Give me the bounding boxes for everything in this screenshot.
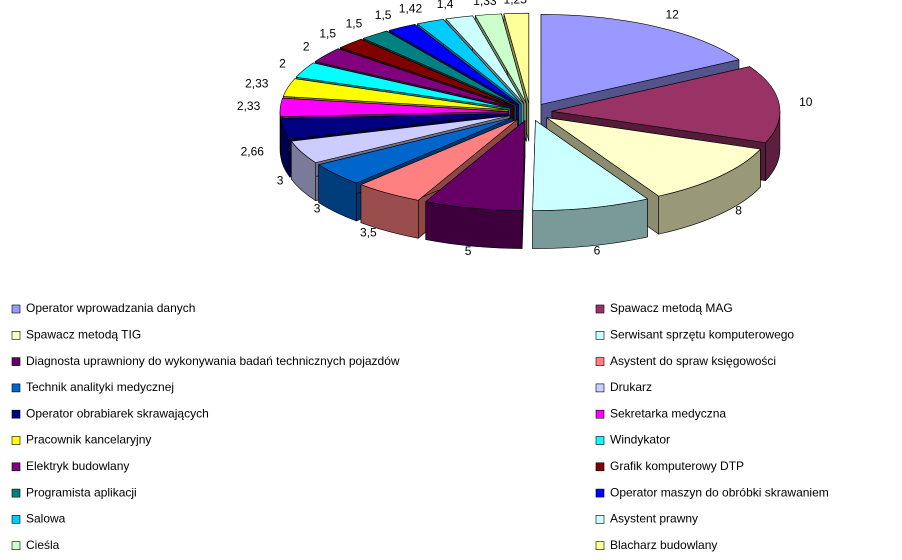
legend-swatch (595, 357, 605, 366)
slice (551, 66, 781, 143)
legend-label: Cieśla (26, 538, 60, 552)
data-label: 1,5 (346, 16, 363, 30)
legend-label: Serwisant sprzętu komputerowego (610, 327, 794, 341)
data-label: 10 (799, 95, 813, 109)
slice (360, 118, 518, 201)
legend-swatch (11, 515, 21, 524)
data-label: 2,33 (245, 76, 269, 90)
data-label: 3 (314, 201, 321, 215)
data-label: 1,33 (473, 0, 497, 8)
legend-swatch (11, 462, 21, 472)
slice-group (425, 120, 526, 249)
legend-label: Pracownik kancelaryjny (26, 433, 151, 447)
legend-swatch (11, 357, 21, 366)
data-label: 2 (279, 56, 286, 70)
legend-label: Spawacz metodą TIG (26, 327, 141, 341)
legend-label: Spawacz metodą MAG (610, 301, 733, 315)
legend-swatch (595, 488, 605, 498)
legend-swatch (11, 409, 21, 419)
slice (340, 38, 515, 107)
data-label: 6 (594, 243, 601, 257)
legend-swatch (595, 462, 605, 472)
slice (425, 120, 526, 211)
legend-label: Salowa (26, 512, 66, 526)
legend-swatch (11, 304, 21, 314)
slice-group (532, 120, 648, 249)
legend-label: Sekretarka medyczna (610, 406, 726, 420)
data-label: 12 (665, 7, 679, 21)
legend-label: Operator obrabiarek skrawających (26, 406, 209, 420)
legend-swatch (595, 515, 605, 524)
legend-label: Technik analityki medycznej (26, 380, 174, 394)
data-label: 2,33 (237, 99, 261, 113)
legend-label: Asystent prawny (610, 512, 698, 526)
slice (540, 14, 740, 105)
data-label: 3 (277, 174, 284, 188)
legend-swatch (11, 436, 21, 445)
data-label: 1,4 (437, 0, 454, 11)
slice (388, 24, 520, 105)
legend-label: Elektryk budowlany (26, 459, 129, 473)
data-label: 2 (303, 39, 310, 53)
data-label: 1,5 (375, 8, 392, 22)
legend-swatch (11, 488, 21, 498)
legend-swatch (11, 330, 21, 340)
legend-label: Operator wprowadzania danych (26, 301, 195, 315)
legend-swatch (11, 541, 21, 551)
slice (282, 78, 509, 111)
slice (503, 12, 530, 104)
pie (279, 12, 781, 249)
slice (362, 30, 517, 106)
data-label: 1,5 (319, 26, 336, 40)
legend-swatch (11, 383, 21, 393)
data-label: 1,25 (504, 0, 528, 6)
data-label: 5 (465, 244, 472, 258)
slice (318, 117, 514, 184)
legend-swatch (595, 383, 605, 393)
legend-label: Grafik komputerowy DTP (610, 459, 744, 473)
slice (314, 48, 513, 108)
slice (279, 97, 509, 117)
legend-swatch (595, 541, 605, 551)
legend-label: Asystent do spraw księgowości (610, 354, 776, 368)
data-label: 1,42 (399, 1, 423, 15)
data-label: 3,5 (360, 225, 377, 239)
slice (280, 113, 509, 140)
legend-swatch (595, 436, 605, 445)
slice (291, 115, 511, 164)
legend-label: Diagnosta uprawniony do wykonywania bada… (26, 354, 400, 368)
data-label: 8 (735, 204, 742, 218)
legend-swatch (595, 409, 605, 419)
slice (532, 120, 648, 211)
legend-label: Drukarz (610, 380, 652, 394)
slice (546, 117, 761, 197)
slice (417, 19, 522, 105)
slice (295, 62, 511, 109)
legend-label: Blacharz budowlany (610, 538, 717, 552)
legend-label: Programista aplikacji (26, 485, 137, 499)
legend-label: Windykator (610, 433, 670, 447)
legend-swatch (595, 304, 605, 314)
legend-label: Operator maszyn do obróbki skrawaniem (610, 485, 829, 499)
legend-swatch (595, 330, 605, 340)
slice (474, 13, 527, 104)
slice (445, 15, 525, 104)
data-label: 2,66 (241, 144, 265, 158)
